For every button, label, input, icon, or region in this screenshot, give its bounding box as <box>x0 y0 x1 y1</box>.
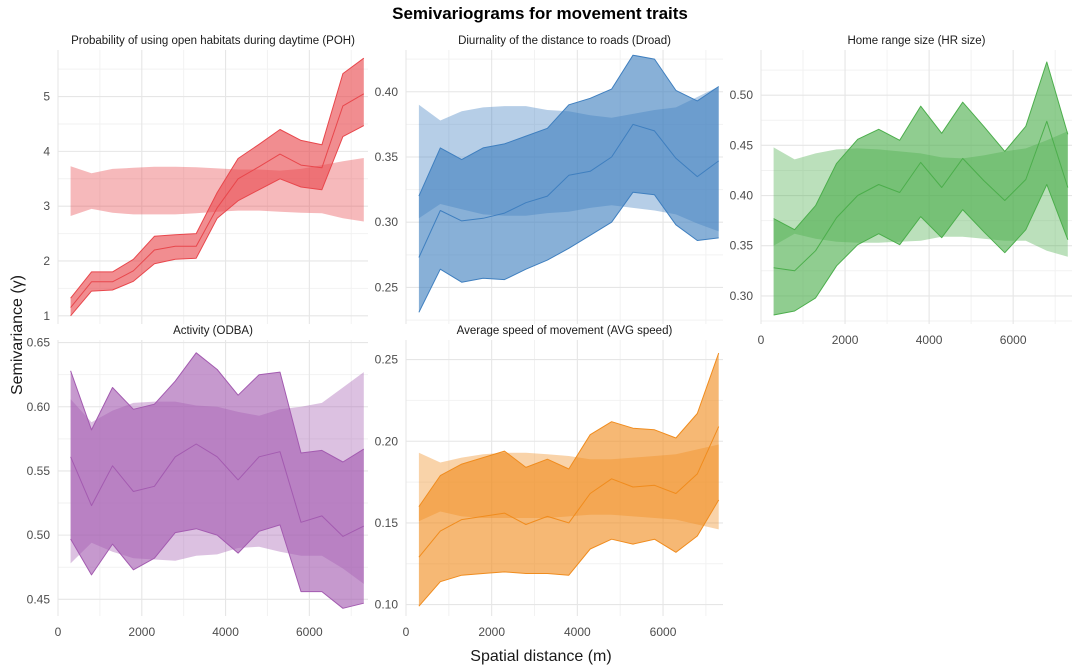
y-tick-label: 0.20 <box>375 434 399 448</box>
y-tick-label: 0.65 <box>27 336 51 350</box>
y-tick-label: 0.25 <box>375 353 399 367</box>
x-tick-label: 4000 <box>916 333 943 347</box>
x-axis-label: Spatial distance (m) <box>470 648 611 665</box>
x-tick-label: 0 <box>403 625 410 639</box>
observed-ci-band <box>418 353 719 607</box>
observed-upper-line <box>70 57 365 299</box>
chart-title: Semivariograms for movement traits <box>392 4 688 23</box>
x-tick-label: 2000 <box>478 625 505 639</box>
y-tick-label: 0.40 <box>375 85 399 99</box>
observed-lower-line <box>70 524 364 609</box>
panel-3: Home range size (HR size) 0.30 0.35 0.40 0.4… <box>730 35 1072 347</box>
observed-ci-band <box>418 55 719 313</box>
y-tick-label: 0.15 <box>375 516 399 530</box>
observed-lower-line <box>70 125 365 317</box>
y-tick-label: 0.40 <box>730 189 754 203</box>
y-tick-label: 3 <box>43 199 50 213</box>
x-tick-label: 6000 <box>1000 333 1027 347</box>
panel-title: Home range size (HR size) <box>847 35 985 47</box>
y-tick-label: 0.10 <box>375 598 399 612</box>
y-tick-label: 0.50 <box>27 528 51 542</box>
panel-title: Activity (ODBA) <box>173 325 253 337</box>
y-tick-label: 1 <box>43 309 50 323</box>
x-tick-label: 0 <box>758 333 765 347</box>
observed-line <box>70 443 365 537</box>
y-tick-label: 0.25 <box>375 280 399 294</box>
y-tick-label: 0.30 <box>730 289 754 303</box>
y-tick-label: 5 <box>43 90 50 104</box>
y-tick-label: 0.45 <box>730 138 754 152</box>
panel-2: Diurnality of the distance to roads (Dro… <box>375 35 723 324</box>
y-tick-label: 0.60 <box>27 400 51 414</box>
y-tick-label: 4 <box>43 144 50 158</box>
panel-5: Average speed of movement (AVG speed) 0.1… <box>375 325 723 639</box>
observed-lower-line <box>418 191 719 313</box>
panel-4: Activity (ODBA) 0.45 0.50 0.55 0.60 0.65 0 2000… <box>27 325 368 639</box>
y-tick-label: 0.30 <box>375 215 399 229</box>
observed-line <box>70 93 365 308</box>
x-tick-label: 4000 <box>212 625 239 639</box>
observed-line <box>418 426 720 558</box>
y-tick-label: 0.35 <box>375 150 399 164</box>
observed-upper-line <box>773 61 1069 231</box>
y-tick-label: 0.55 <box>27 464 51 478</box>
observed-line <box>418 123 719 258</box>
y-tick-label: 0.45 <box>27 592 51 606</box>
panel-title: Diurnality of the distance to roads (Dro… <box>458 35 671 47</box>
observed-ci-band <box>70 352 364 609</box>
observed-upper-line <box>418 352 720 507</box>
observed-upper-line <box>70 352 365 463</box>
y-tick-label: 0.50 <box>730 88 754 102</box>
y-axis-label: Semivariance (γ) <box>9 275 26 395</box>
x-tick-label: 2000 <box>128 625 155 639</box>
x-tick-label: 0 <box>55 625 62 639</box>
observed-upper-line <box>418 54 719 197</box>
panel-1: Probability of using open habitats durin… <box>43 35 368 324</box>
observed-lower-line <box>418 499 720 607</box>
observed-ci-band <box>70 58 364 316</box>
y-tick-label: 0.35 <box>730 239 754 253</box>
observed-line <box>773 120 1069 272</box>
panel-title: Probability of using open habitats durin… <box>71 35 355 47</box>
y-tick-label: 2 <box>43 254 50 268</box>
x-tick-label: 4000 <box>564 625 591 639</box>
x-tick-label: 6000 <box>296 625 323 639</box>
observed-lower-line <box>773 184 1069 316</box>
observed-ci-band <box>773 62 1068 315</box>
x-tick-label: 2000 <box>832 333 859 347</box>
panel-title: Average speed of movement (AVG speed) <box>457 325 673 337</box>
x-tick-label: 6000 <box>650 625 677 639</box>
